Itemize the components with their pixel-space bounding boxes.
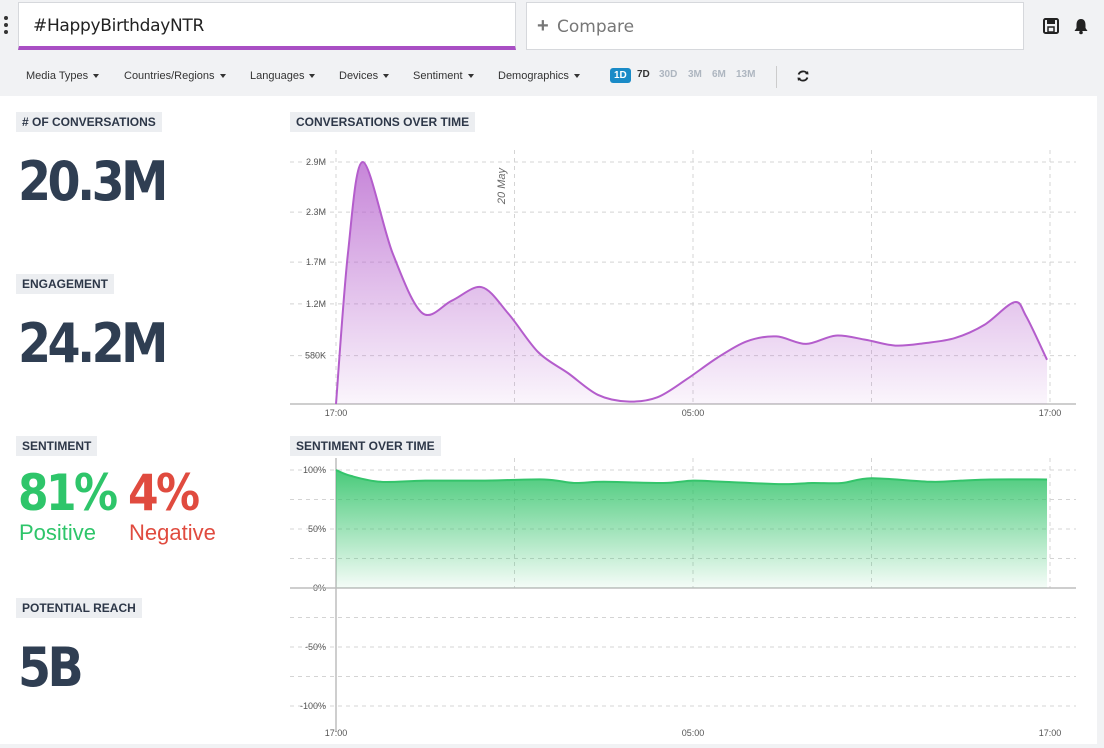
sentiment-chart-title: SENTIMENT OVER TIME [290,436,441,456]
bell-icon[interactable] [1072,17,1090,35]
plus-icon: + [537,15,549,37]
y-tick-label: 580K [305,351,326,361]
y-tick-label: 100% [303,465,326,475]
range-30d[interactable]: 30D [659,69,678,80]
y-tick-label: -100% [300,701,326,711]
sentiment-chart: 100%50%0%-50%-100%17:00 05:00 17:00 [290,458,1076,738]
search-query-text: #HappyBirthdayNTR [33,16,204,36]
caret-down-icon [309,74,316,79]
series-line[interactable] [335,469,1048,486]
compare-input[interactable]: + Compare [526,2,1024,50]
filter-label: Media Types [26,70,89,82]
conversations-chart-title: CONVERSATIONS OVER TIME [290,112,476,132]
caret-down-icon [93,74,100,79]
y-tick-label: 2.9M [306,157,326,167]
filter-label: Devices [339,70,379,82]
toolbar-divider [776,66,777,88]
x-tick-label: 17:00 [325,728,348,738]
date-annotation: 20 May [496,167,508,206]
refresh-icon[interactable] [796,69,810,83]
x-tick-label: 17:00 [325,408,348,418]
engagement-label: ENGAGEMENT [16,274,115,294]
filter-media-types[interactable]: Media Types [26,70,100,82]
top-bar: #HappyBirthdayNTR + Compare [0,0,1104,58]
y-tick-label: 2.3M [306,207,326,217]
positive-label: Positive [19,520,97,545]
conversations-label: # OF CONVERSATIONS [16,112,162,132]
range-6m[interactable]: 6M [712,69,726,80]
engagement-value: 24.2M [18,312,168,375]
range-3m[interactable]: 3M [688,69,702,80]
filter-languages[interactable]: Languages [250,70,316,82]
filter-bar: Media Types Countries/Regions Languages … [0,60,1104,94]
filter-devices[interactable]: Devices [339,70,390,82]
negative-percent: 4% [128,464,200,522]
series-area [336,161,1048,404]
dashboard-panel: # OF CONVERSATIONS 20.3M ENGAGEMENT 24.2… [0,96,1097,744]
conversations-value: 20.3M [18,150,168,213]
kebab-menu-icon[interactable] [4,16,10,36]
positive-percent: 81% [18,464,118,522]
y-tick-label: 1.7M [306,257,326,267]
filter-demographics[interactable]: Demographics [498,70,580,82]
x-tick-label: 17:00 [1039,728,1062,738]
caret-down-icon [219,74,226,79]
reach-label: POTENTIAL REACH [16,598,142,618]
range-7d[interactable]: 7D [637,69,650,80]
filter-countries-regions[interactable]: Countries/Regions [124,70,226,82]
series-area [336,470,1048,588]
caret-down-icon [383,74,390,79]
search-input[interactable]: #HappyBirthdayNTR [18,2,516,50]
y-tick-label: 1.2M [306,299,326,309]
save-icon[interactable] [1042,17,1060,35]
x-tick-label: 05:00 [682,728,705,738]
caret-down-icon [573,74,580,79]
sentiment-label: SENTIMENT [16,436,98,456]
conversations-chart: 580K 1.2M 1.7M 2.3M 2.9M 17:00 05:00 17:00 20 Ma… [290,150,1076,418]
negative-label: Negative [129,520,216,545]
series-line[interactable] [335,160,1048,405]
x-tick-label: 05:00 [682,408,705,418]
y-tick-label: 50% [308,524,326,534]
filter-label: Demographics [498,70,569,82]
x-tick-label: 17:00 [1039,408,1062,418]
filter-label: Sentiment [413,70,463,82]
filter-label: Languages [250,70,305,82]
filter-sentiment[interactable]: Sentiment [413,70,474,82]
filter-label: Countries/Regions [124,70,215,82]
range-13m[interactable]: 13M [736,69,756,80]
compare-label: Compare [557,17,635,37]
y-tick-label: -50% [305,642,326,652]
reach-value: 5B [18,636,84,699]
range-1d[interactable]: 1D [610,68,631,83]
caret-down-icon [467,74,474,79]
